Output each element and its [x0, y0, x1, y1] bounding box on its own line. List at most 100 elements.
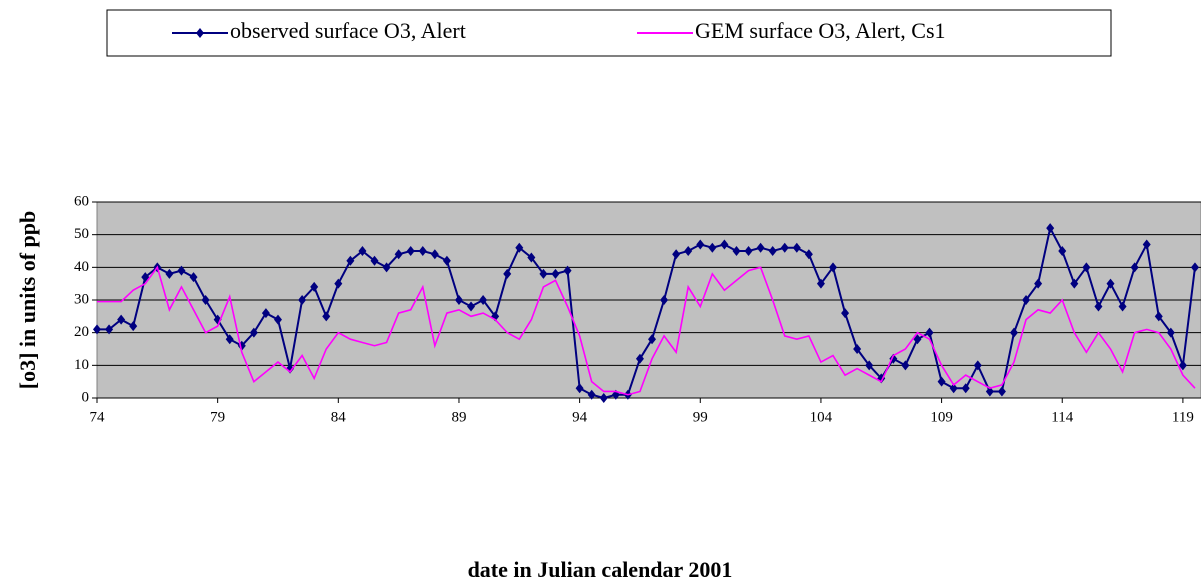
marker [551, 268, 560, 279]
marker [780, 242, 789, 253]
marker [358, 246, 367, 256]
marker [273, 314, 282, 325]
marker [1166, 327, 1175, 338]
marker [454, 295, 463, 305]
marker [901, 360, 910, 371]
marker [708, 242, 717, 253]
marker [334, 278, 343, 289]
marker [165, 268, 174, 279]
series-line [97, 225, 1196, 400]
marker [792, 242, 801, 253]
marker [322, 311, 331, 322]
legend-label: observed surface O3, Alert [230, 18, 466, 43]
marker [346, 255, 355, 266]
marker [1058, 246, 1067, 256]
y-axis-title: [o3] in units of ppb [15, 211, 40, 390]
marker [467, 301, 476, 312]
x-tick-label: 84 [331, 409, 347, 425]
y-tick-label: 30 [74, 291, 89, 307]
marker [1106, 278, 1115, 289]
legend-marker [196, 28, 204, 38]
marker [732, 246, 741, 256]
legend-label: GEM surface O3, Alert, Cs1 [695, 18, 946, 43]
legend-box [106, 9, 1112, 57]
marker [720, 239, 729, 250]
x-tick-label: 109 [930, 409, 953, 425]
marker [925, 327, 934, 338]
marker [949, 383, 958, 394]
y-tick-label: 0 [82, 389, 90, 405]
marker [684, 246, 693, 256]
marker [672, 249, 681, 260]
marker [382, 262, 391, 273]
marker [997, 386, 1006, 397]
marker [298, 295, 307, 305]
series-line [97, 265, 1196, 396]
marker [177, 265, 186, 276]
marker [105, 324, 114, 335]
marker [563, 265, 572, 276]
marker [527, 252, 536, 263]
marker [370, 255, 379, 266]
marker [841, 308, 850, 319]
y-tick-label: 60 [74, 193, 89, 209]
legend: observed surface O3, Alert GEM surface O3… [172, 18, 946, 43]
marker [442, 255, 451, 266]
x-tick-label: 99 [693, 409, 708, 425]
marker [1130, 262, 1139, 273]
marker [1034, 278, 1043, 289]
marker [1178, 360, 1187, 371]
marker [503, 268, 512, 279]
marker [768, 246, 777, 256]
marker [648, 334, 657, 345]
marker [1190, 262, 1199, 273]
marker [515, 242, 524, 253]
marker [1154, 311, 1163, 322]
marker [804, 249, 813, 260]
marker [1142, 239, 1151, 250]
x-tick-label: 114 [1051, 409, 1073, 425]
marker [1070, 278, 1079, 289]
x-tick-label: 74 [90, 409, 106, 425]
marker [756, 242, 765, 253]
marker [1046, 223, 1055, 234]
marker [937, 376, 946, 387]
x-tick-label: 104 [810, 409, 833, 425]
x-tick-label: 79 [210, 409, 225, 425]
marker [744, 246, 753, 256]
marker [418, 246, 427, 256]
x-tick-label: 119 [1172, 409, 1194, 425]
marker [587, 389, 596, 400]
tick-labels: 0 10 20 30 40 50 60 74 79 84 89 94 99 104 109 114 119 [74, 193, 1194, 425]
marker [696, 239, 705, 250]
marker [1009, 327, 1018, 338]
marker [865, 360, 874, 371]
marker [225, 334, 234, 345]
marker [575, 383, 584, 394]
marker [599, 393, 608, 403]
marker [201, 295, 210, 305]
marker [635, 353, 644, 364]
x-tick-label: 89 [451, 409, 466, 425]
marker [1022, 295, 1031, 305]
marker [93, 324, 101, 335]
marker [1094, 301, 1103, 312]
marker [189, 272, 198, 283]
y-tick-label: 40 [74, 259, 89, 275]
marker [539, 268, 548, 279]
marker [249, 327, 258, 338]
marker [829, 262, 837, 273]
y-tick-label: 20 [74, 324, 89, 340]
marker [1082, 262, 1091, 273]
marker [310, 281, 319, 292]
marker [117, 314, 126, 325]
x-axis-title: date in Julian calendar 2001 [468, 557, 733, 582]
marker [394, 249, 403, 260]
marker [129, 321, 138, 332]
x-tick-label: 94 [572, 409, 588, 425]
marker [479, 295, 488, 305]
marker [430, 249, 439, 260]
marker [985, 386, 994, 397]
marker [853, 344, 862, 354]
